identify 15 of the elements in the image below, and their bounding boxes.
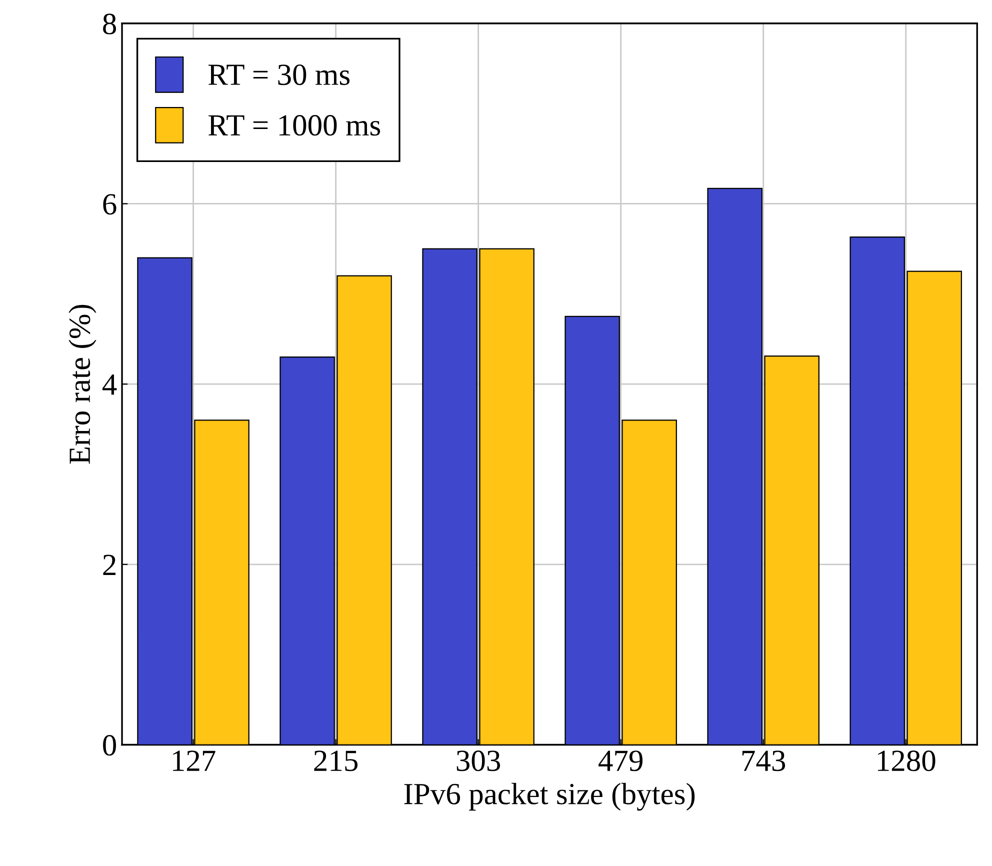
- y-tick-label: 4: [102, 374, 117, 395]
- x-axis-title: IPv6 packet size (bytes): [404, 782, 695, 811]
- x-tick-label: 743: [742, 750, 786, 772]
- y-tick-label: 8: [103, 14, 116, 34]
- y-tick-label: 2: [103, 554, 116, 576]
- x-tick-label: 479: [598, 750, 642, 772]
- x-tick-label: 127: [173, 750, 216, 771]
- y-axis-title: Erro rate (%): [68, 304, 96, 464]
- x-tick-label: 215: [314, 750, 358, 772]
- y-tick-label: 0: [103, 735, 116, 756]
- x-tick-label: 303: [456, 750, 500, 772]
- legend-label: RT = 1000 ms: [208, 115, 380, 136]
- x-tick-label: 1280: [878, 750, 936, 772]
- legend-label: RT = 30 ms: [208, 64, 350, 86]
- y-tick-label: 6: [103, 194, 116, 215]
